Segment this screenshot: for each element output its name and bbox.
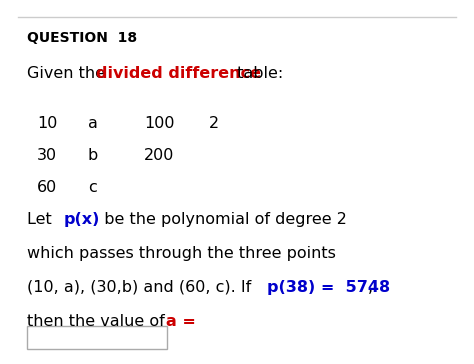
Text: Let: Let (27, 212, 63, 227)
Text: be the polynomial of degree 2: be the polynomial of degree 2 (94, 212, 347, 227)
Text: 30: 30 (37, 148, 57, 163)
Text: 200: 200 (144, 148, 174, 163)
Text: 2: 2 (209, 116, 219, 131)
Text: c: c (88, 180, 97, 195)
Text: QUESTION  18: QUESTION 18 (27, 31, 137, 45)
Text: 100: 100 (144, 116, 174, 131)
Text: b: b (88, 148, 98, 163)
Text: p(x): p(x) (64, 212, 100, 227)
Text: Given the: Given the (27, 66, 110, 82)
Text: a: a (88, 116, 98, 131)
Text: table:: table: (232, 66, 283, 82)
Text: a =: a = (166, 314, 196, 329)
FancyBboxPatch shape (27, 326, 167, 349)
Text: divided difference: divided difference (96, 66, 261, 82)
Text: which passes through the three points: which passes through the three points (27, 246, 337, 261)
Text: then the value of: then the value of (27, 314, 175, 329)
Text: 60: 60 (37, 180, 57, 195)
Text: (10, a), (30,b) and (60, c). If: (10, a), (30,b) and (60, c). If (27, 280, 262, 295)
Text: ,: , (367, 280, 373, 295)
Text: 10: 10 (37, 116, 57, 131)
Text: p(38) =  5748: p(38) = 5748 (267, 280, 391, 295)
